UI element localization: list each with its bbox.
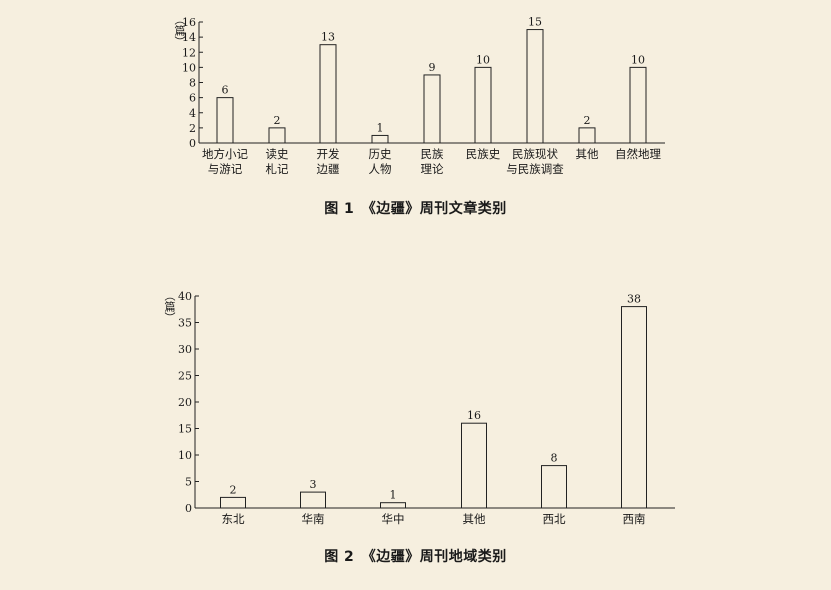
chart1-bar-value-label: 9 — [429, 61, 436, 74]
chart2-bar — [220, 496, 246, 509]
chart1-category-label: 开发 — [317, 147, 340, 161]
chart1-bar — [474, 66, 492, 144]
chart2-region-categories: 0 5 10 15 20 25 30 35 40 2 东北 3 华南 1 华中 16 其他 8 西北 38 西南 — [178, 290, 675, 526]
chart1-y-tick-label: 14 — [182, 31, 196, 44]
chart2-y-tick-label: 25 — [178, 370, 192, 383]
chart1-category-label: 边疆 — [317, 162, 340, 176]
chart2-bar — [621, 306, 647, 509]
chart1-category-label: 与游记 — [208, 162, 243, 176]
chart2-y-tick-label: 30 — [178, 343, 192, 356]
chart2-y-tick-label: 0 — [185, 502, 192, 515]
chart1-category-label: 其他 — [576, 147, 599, 161]
chart2-y-tick-label: 40 — [178, 290, 192, 303]
chart1-bar — [423, 74, 441, 144]
chart1-y-axis-label: （篇） — [173, 14, 186, 47]
chart1-category-label: 民族 — [421, 147, 444, 161]
chart1-y-tick-label: 6 — [189, 92, 196, 105]
chart1-bar-value-label: 15 — [528, 16, 542, 29]
chart2-bar — [461, 422, 487, 509]
chart2-caption: 图 2 《边疆》周刊地域类别 — [324, 549, 507, 565]
chart2-y-tick-label: 5 — [185, 476, 192, 489]
chart1-category-label: 札记 — [266, 162, 289, 176]
chart2-y-tick-label: 20 — [178, 396, 192, 409]
chart1-y-tick-label: 16 — [182, 16, 196, 29]
chart1-y-tick-label: 8 — [189, 77, 196, 90]
chart1-y-tick-label: 4 — [189, 107, 196, 120]
chart2-bar — [380, 502, 406, 509]
chart2-bar-value-label: 8 — [551, 452, 558, 465]
chart2-category-label: 华中 — [382, 512, 405, 526]
chart1-bar — [216, 97, 234, 144]
chart2-bar-value-label: 1 — [390, 489, 397, 502]
chart1-bar-value-label: 2 — [584, 114, 591, 127]
chart1-category-label: 理论 — [421, 162, 444, 176]
chart1-y-tick-label: 2 — [189, 122, 196, 135]
chart2-bar-value-label: 2 — [230, 483, 237, 496]
chart1-category-label: 读史 — [266, 147, 289, 161]
chart1-bar-value-label: 13 — [321, 31, 335, 44]
chart1-category-label: 民族史 — [466, 147, 501, 161]
chart1-y-tick-label: 12 — [182, 46, 196, 59]
chart2-category-label: 华南 — [302, 512, 325, 526]
chart1-category-label: 与民族调查 — [506, 162, 564, 176]
chart1-category-label: 民族现状 — [512, 147, 558, 161]
chart1-bar — [629, 66, 647, 144]
chart1-y-tick-label: 10 — [182, 61, 196, 74]
chart1-bar-value-label: 2 — [274, 114, 281, 127]
chart1-bar-value-label: 10 — [631, 53, 645, 66]
chart2-bar-value-label: 38 — [627, 293, 641, 306]
chart1-bar-value-label: 6 — [222, 84, 229, 97]
chart2-category-label: 西北 — [543, 512, 566, 526]
chart1-category-label: 自然地理 — [615, 147, 661, 161]
chart1-bar — [371, 134, 389, 144]
chart2-y-axis-label: （篇） — [163, 290, 176, 323]
chart1-bar-value-label: 1 — [377, 121, 384, 134]
chart1-category-label: 人物 — [369, 162, 392, 176]
chart2-y-tick-label: 15 — [178, 423, 192, 436]
chart2-bar-value-label: 16 — [467, 409, 481, 422]
chart1-bar — [319, 44, 337, 144]
chart1-bar — [268, 127, 286, 144]
chart2-category-label: 东北 — [222, 512, 245, 526]
chart2-bar-value-label: 3 — [310, 478, 317, 491]
chart1-category-label: 地方小记 — [202, 147, 248, 161]
chart2-category-label: 其他 — [463, 512, 486, 526]
chart1-bar-value-label: 10 — [476, 53, 490, 66]
chart1-bar — [526, 29, 544, 144]
chart1-caption: 图 1 《边疆》周刊文章类别 — [324, 201, 507, 217]
chart1-y-tick-label: 0 — [189, 137, 196, 150]
chart1-bar — [578, 127, 596, 144]
chart2-y-tick-label: 10 — [178, 449, 192, 462]
chart2-bar — [541, 465, 567, 509]
chart1-category-label: 历史 — [369, 147, 392, 161]
chart2-bar — [300, 491, 326, 509]
chart2-category-label: 西南 — [623, 512, 646, 526]
chart2-y-tick-label: 35 — [178, 317, 192, 330]
